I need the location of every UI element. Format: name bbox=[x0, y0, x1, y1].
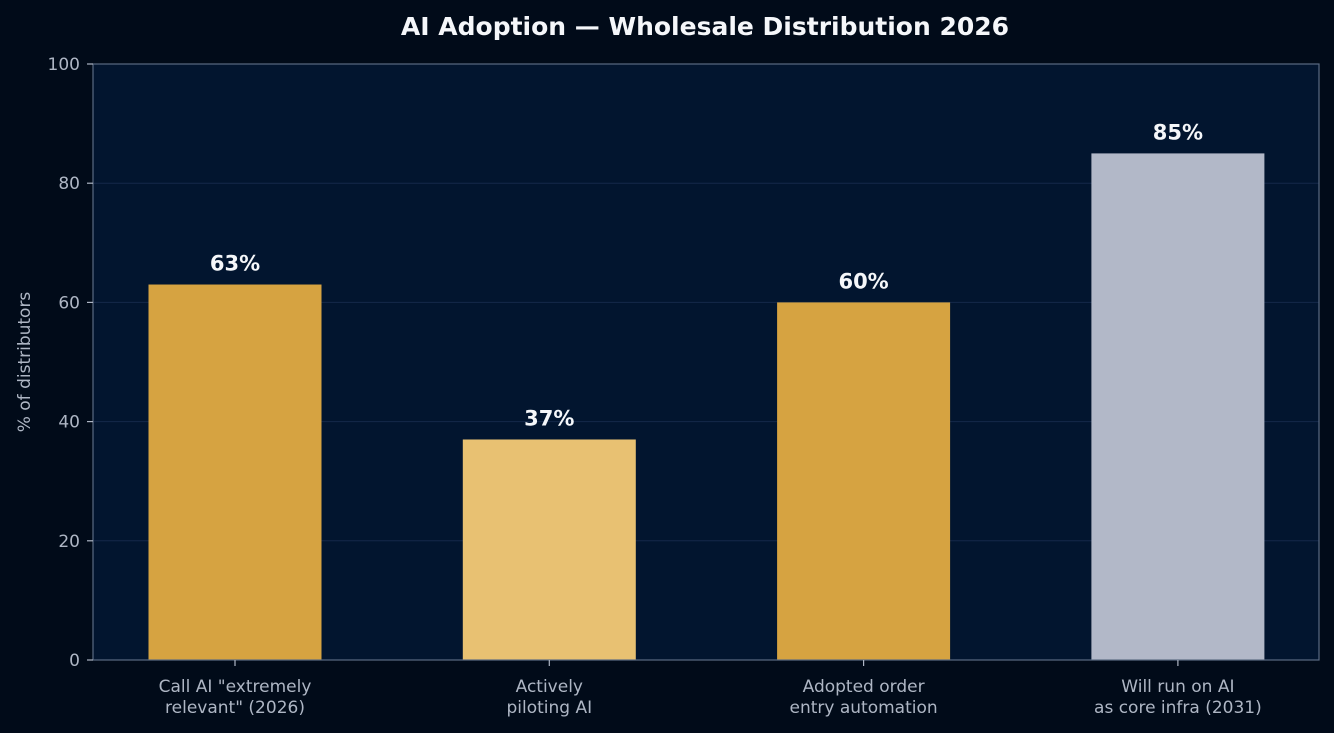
x-tick-label: Call AI "extremely relevant" (2026) bbox=[159, 677, 312, 718]
y-tick-label: 60 bbox=[58, 293, 80, 313]
x-tick-label-line: Call AI "extremely bbox=[159, 677, 312, 697]
bars bbox=[148, 153, 1265, 660]
bar-value-label: 63% bbox=[210, 252, 260, 276]
y-tick-label: 20 bbox=[58, 532, 80, 552]
y-tick-label: 100 bbox=[48, 55, 80, 75]
bar-value-label: 85% bbox=[1153, 120, 1203, 144]
bar bbox=[777, 302, 951, 660]
x-tick-label-line: as core infra (2031) bbox=[1094, 698, 1262, 718]
x-tick-label-line: piloting AI bbox=[506, 698, 592, 718]
y-axis-label: % of distributors bbox=[15, 292, 35, 433]
chart-title: AI Adoption — Wholesale Distribution 202… bbox=[401, 12, 1009, 41]
x-tick-label-line: Actively bbox=[516, 677, 583, 697]
y-tick-label: 40 bbox=[58, 413, 80, 433]
x-tick-label: Will run on AI as core infra (2031) bbox=[1094, 677, 1262, 718]
bar bbox=[148, 284, 322, 660]
x-tick-label-line: entry automation bbox=[790, 698, 938, 718]
bar-value-label: 60% bbox=[838, 269, 888, 293]
x-tick-label-line: Will run on AI bbox=[1121, 677, 1234, 697]
x-tick-label: Actively piloting AI bbox=[506, 677, 592, 718]
value-labels: 63% 37% 60% 85% bbox=[210, 120, 1203, 430]
y-tick-label: 80 bbox=[58, 174, 80, 194]
bar bbox=[462, 439, 636, 660]
bar bbox=[1091, 153, 1265, 660]
x-axis: Call AI "extremely relevant" (2026) Active… bbox=[159, 660, 1262, 718]
x-tick-label: Adopted order entry automation bbox=[790, 677, 938, 718]
bar-value-label: 37% bbox=[524, 406, 574, 430]
x-tick-label-line: Adopted order bbox=[803, 677, 925, 697]
y-axis: 0 20 40 60 80 100 bbox=[48, 55, 93, 671]
y-tick-label: 0 bbox=[69, 651, 80, 671]
x-tick-label-line: relevant" (2026) bbox=[165, 698, 305, 718]
plot-frame bbox=[92, 63, 1320, 661]
